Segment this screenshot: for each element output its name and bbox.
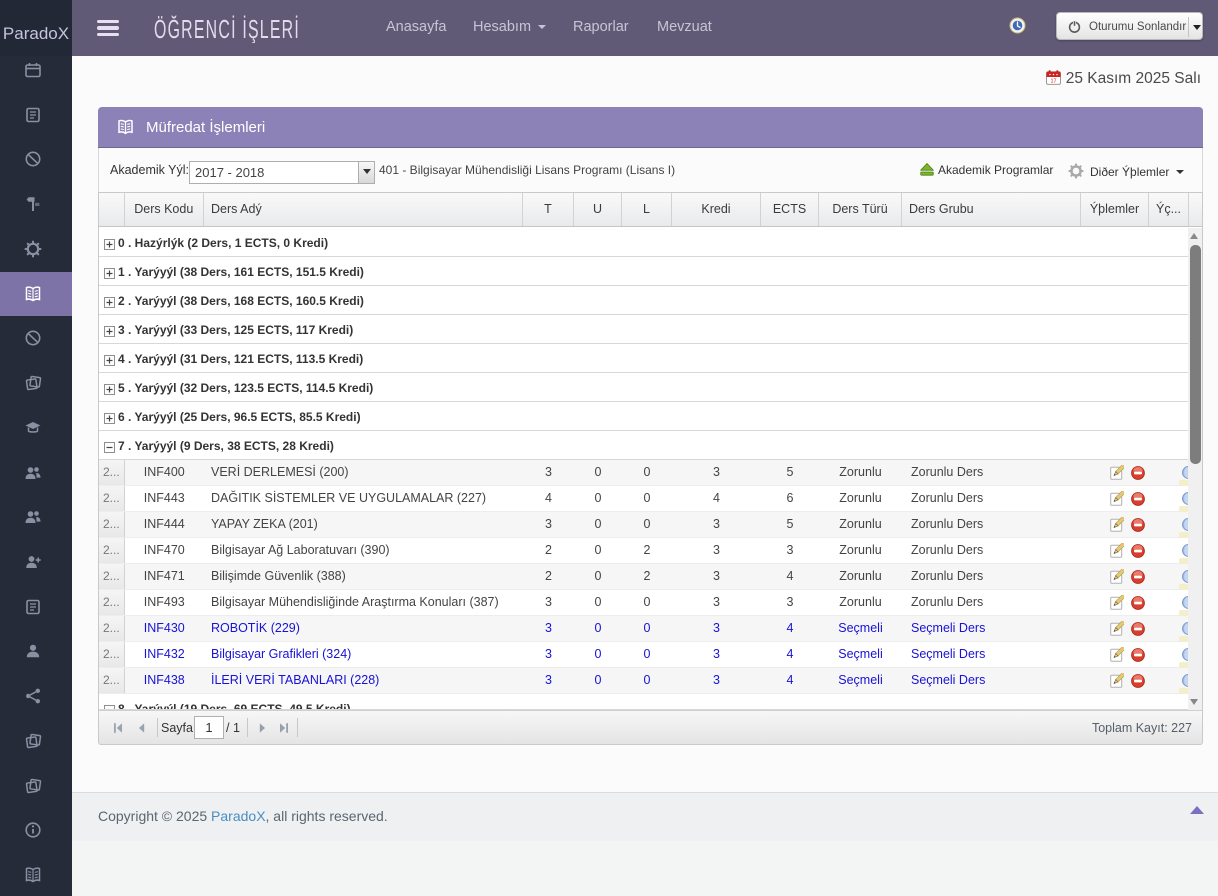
svg-text:ÖĞRENCİ İŞLERİ: ÖĞRENCİ İŞLERİ <box>154 14 300 43</box>
svg-text:17: 17 <box>1050 78 1056 84</box>
